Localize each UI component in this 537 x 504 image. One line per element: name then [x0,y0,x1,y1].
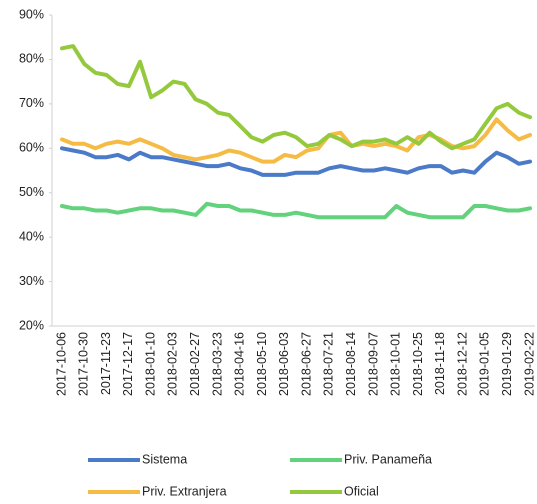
x-tick-label: 2019-01-29 [500,332,514,396]
legend-label: Priv. Panameña [344,452,432,466]
y-tick-label: 80% [19,52,44,66]
x-tick-label: 2018-09-07 [366,332,380,396]
x-tick-label: 2018-01-10 [143,332,157,396]
x-tick-label: 2018-10-25 [411,332,425,396]
x-tick-label: 2018-02-03 [166,332,180,396]
x-tick-label: 2017-10-06 [54,332,68,396]
x-tick-label: 2018-06-27 [299,332,313,396]
x-tick-label: 2019-02-22 [522,332,536,396]
x-tick-label: 2018-11-18 [433,332,447,395]
x-tick-label: 2018-10-01 [389,332,403,396]
series-line [60,201,532,220]
y-tick-label: 60% [19,141,44,155]
y-tick-label: 40% [19,229,44,243]
x-tick-label: 2018-04-16 [233,332,247,396]
x-tick-label: 2018-06-03 [277,332,291,396]
x-tick-label: 2017-12-17 [121,332,135,396]
y-tick-label: 30% [19,274,44,288]
y-tick-label: 90% [19,7,44,21]
series-line [60,44,532,151]
y-tick-label: 70% [19,96,44,110]
x-tick-label: 2018-12-12 [455,332,469,396]
y-tick-label: 20% [19,318,44,332]
x-tick-label: 2018-03-23 [210,332,224,396]
x-tick-label: 2018-02-27 [188,332,202,396]
series-line [60,146,532,177]
y-tick-label: 50% [19,185,44,199]
x-tick-label: 2017-11-23 [99,332,113,395]
x-tick-label: 2018-07-21 [322,332,336,396]
x-tick-label: 2018-05-10 [255,332,269,396]
legend-label: Sistema [142,452,187,466]
x-tick-label: 2019-01-05 [478,332,492,396]
legend-label: Priv. Extranjera [142,484,227,498]
x-tick-label: 2017-10-30 [77,332,91,396]
x-tick-label: 2018-08-14 [344,332,358,396]
legend-label: Oficial [344,484,379,498]
